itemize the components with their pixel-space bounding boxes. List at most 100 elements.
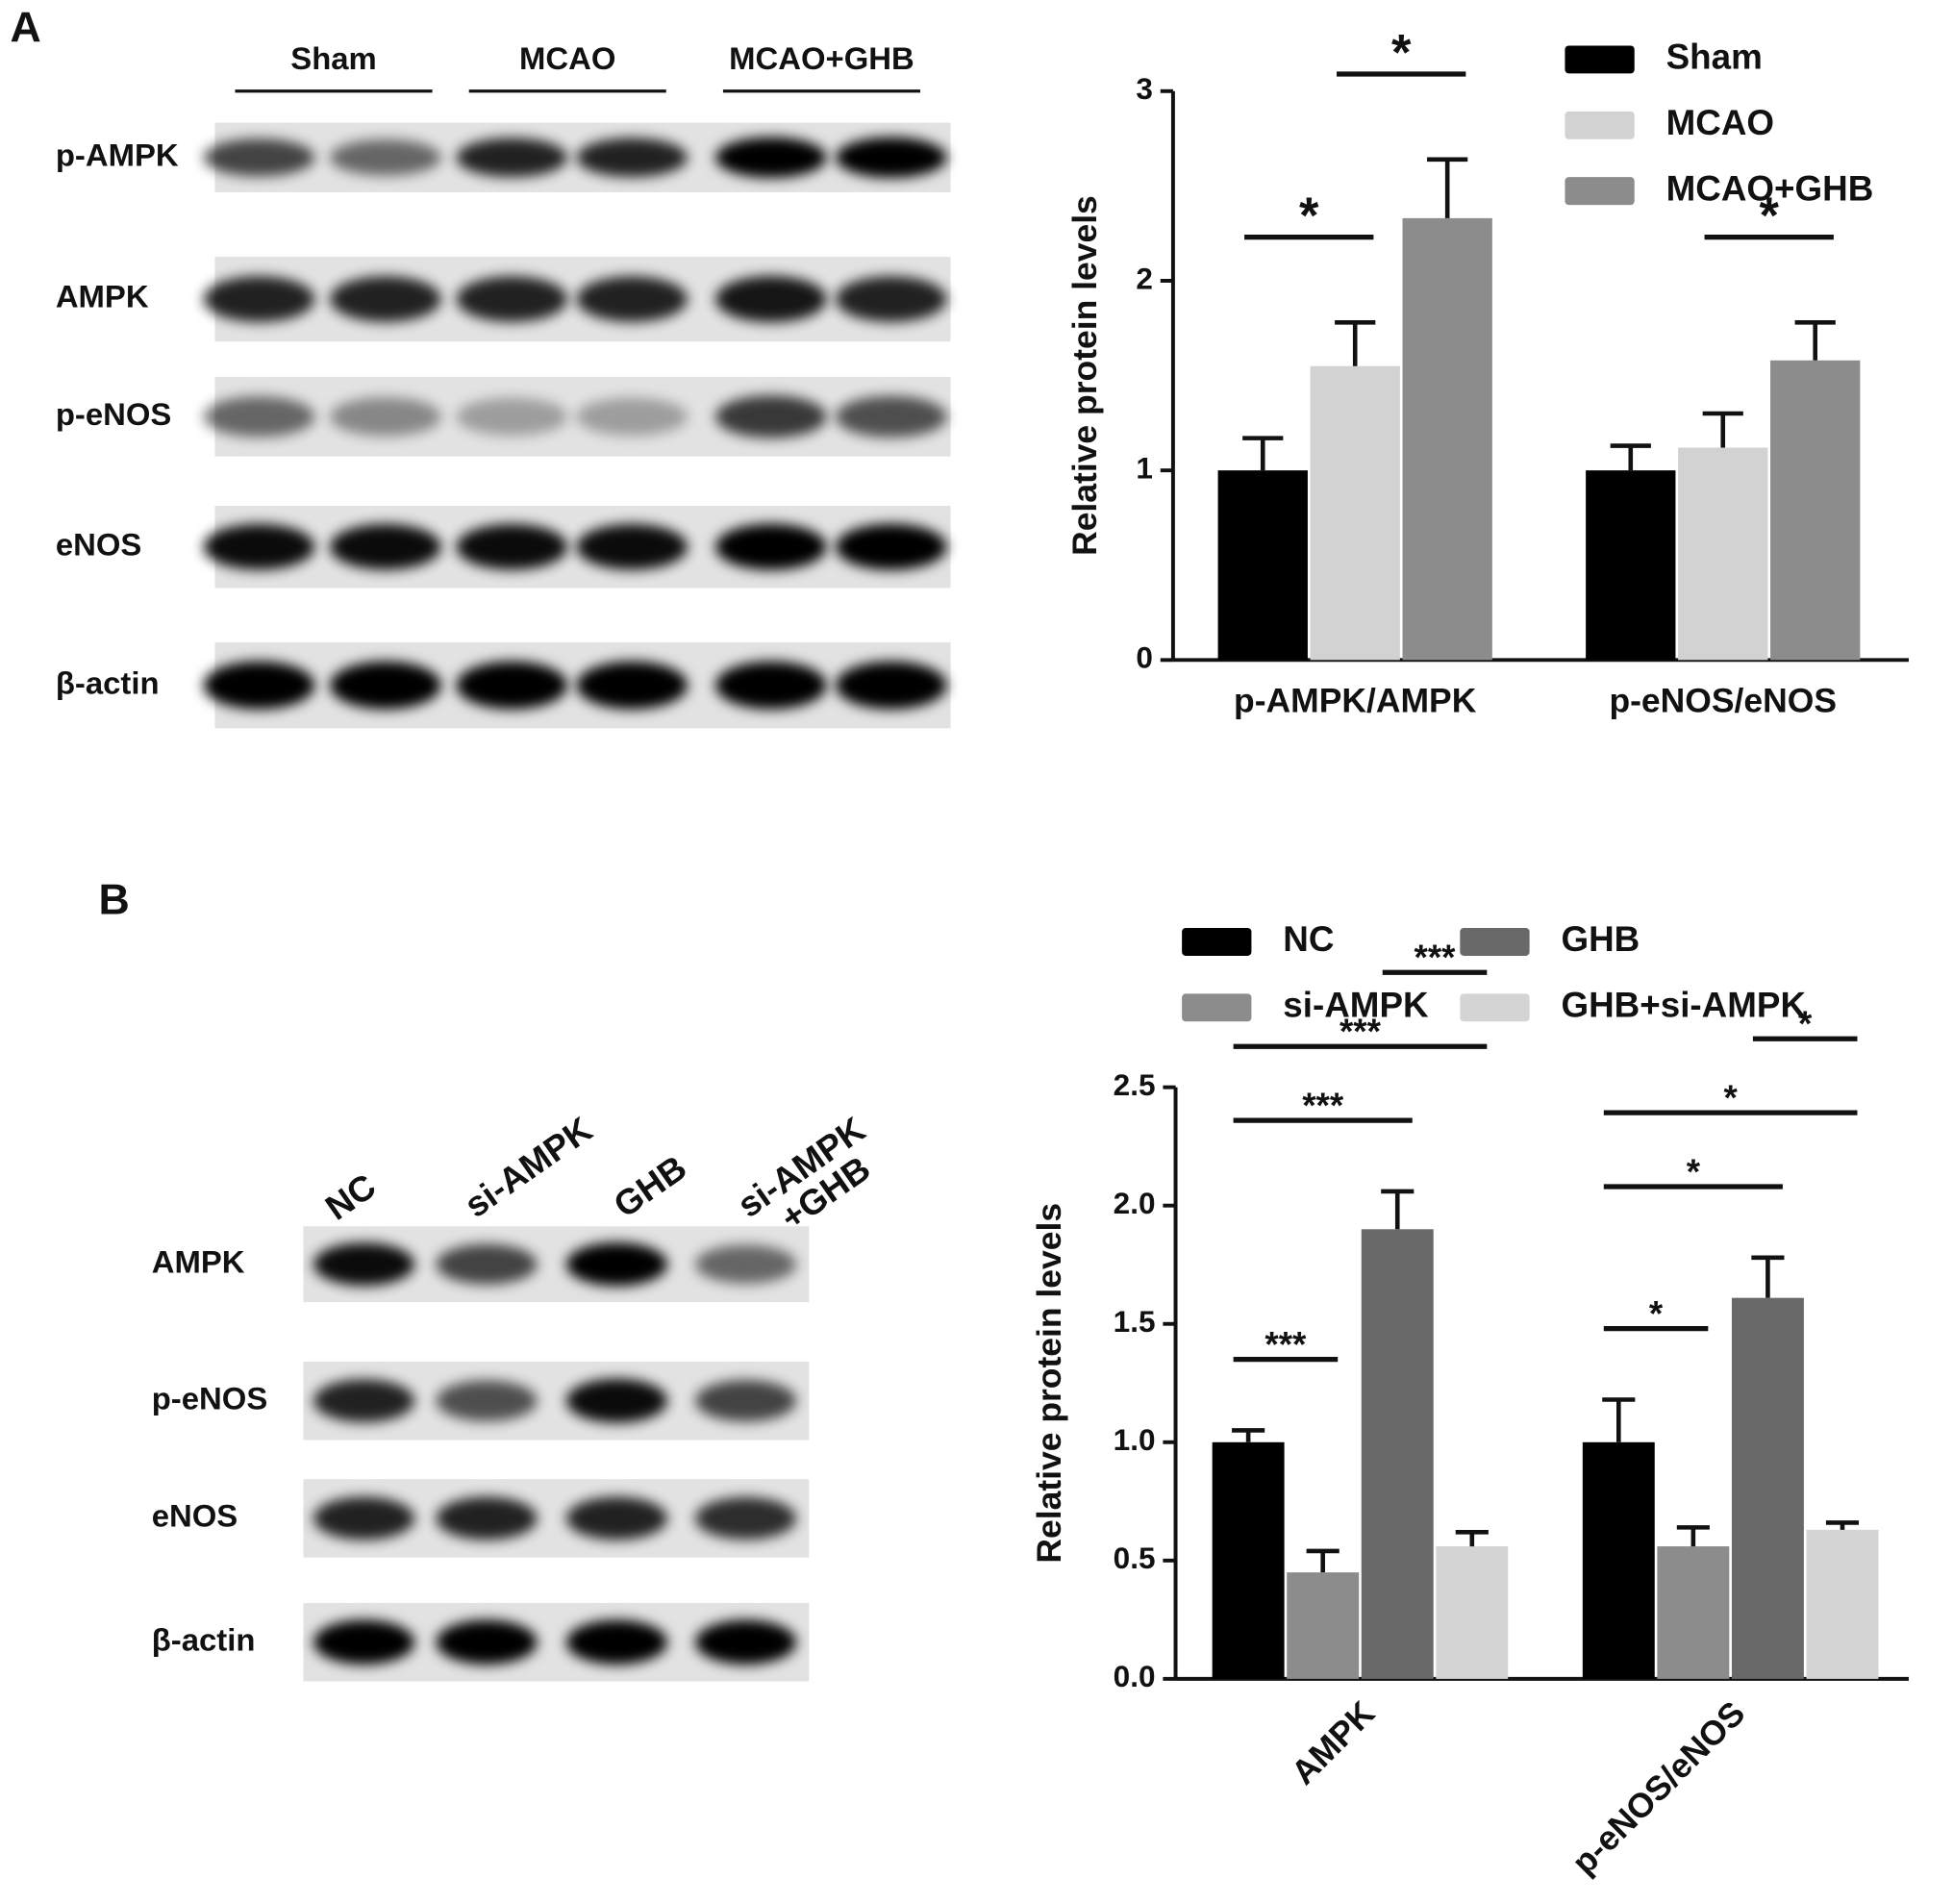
blot-band [330,661,441,710]
legend-swatch [1182,928,1252,956]
bar [1217,470,1308,661]
legend-label: GHB+si-AMPK [1561,986,1806,1025]
blot-row-label: AMPK [56,279,149,314]
blot-band [835,523,947,570]
significance-label: *** [1264,1324,1307,1364]
error-bar [1751,1255,1785,1298]
panel-label: B [99,877,130,924]
y-tick-label: 0 [1136,640,1153,675]
error-bar [1610,443,1651,471]
error-bar [1455,1530,1489,1547]
blot-band [715,275,827,323]
blot-row-label: β-actin [56,664,160,700]
legend-swatch [1565,45,1635,74]
bar [1586,470,1676,661]
blot-band [835,395,947,438]
bar [1310,365,1400,661]
blot-band [835,661,947,710]
blot-band [456,523,568,570]
blot-row-label: AMPK [152,1243,245,1279]
significance-label: * [1798,1004,1813,1043]
bar [1287,1572,1360,1679]
blot-band [576,661,689,710]
y-axis-label: Relative protein levels [1065,195,1104,556]
blot-band [835,137,947,178]
blot-band [715,523,827,570]
group-label: MCAO [519,40,615,76]
y-axis-label: Relative protein levels [1030,1203,1068,1564]
blot-band [436,1619,538,1665]
error-bar [1794,320,1836,361]
blot-band [835,276,947,322]
bar [1770,360,1861,661]
lane-label: si-AMPK [458,1109,600,1225]
group-label: Sham [290,40,376,76]
legend-swatch [1565,111,1635,139]
blot-band [456,276,568,322]
legend-label: si-AMPK [1283,986,1429,1025]
blot-band [715,395,827,438]
blot-band [436,1496,538,1541]
blot-band [203,276,315,322]
blot-band [576,523,689,570]
bar [1436,1546,1509,1679]
blot-band [715,137,827,178]
blot-band [456,397,568,437]
blot-row-label: β-actin [152,1621,256,1657]
blot-band [565,1496,668,1541]
error-bar [1702,411,1743,448]
legend-swatch [1565,177,1635,206]
blot-band [313,1379,415,1423]
error-bar [1427,157,1468,218]
legend-label: NC [1283,919,1334,959]
group-label: MCAO+GHB [729,40,914,76]
blot-band [565,1242,668,1287]
error-bar [1335,320,1376,366]
bar [1582,1441,1655,1679]
blot-band [203,138,315,177]
blot-band [436,1243,538,1285]
lane-label: NC [318,1166,383,1228]
significance-label: * [1649,1294,1664,1334]
blot-band [330,523,441,570]
y-tick-label: 2.5 [1114,1067,1156,1102]
y-tick-label: 2 [1136,261,1153,295]
blot-band [695,1380,797,1422]
y-tick-label: 2.0 [1114,1186,1156,1220]
blot-band [715,661,827,710]
blot-row-label: p-eNOS [152,1380,267,1415]
legend-swatch [1460,928,1530,956]
significance-label: *** [1415,938,1457,977]
significance-label: * [1759,188,1779,244]
error-bar [1676,1525,1710,1547]
blot-band [456,138,568,178]
bar [1806,1529,1879,1679]
blot-band [203,661,315,710]
legend-label: GHB [1561,919,1640,959]
blot-band [330,138,441,176]
error-bar [1602,1397,1636,1442]
blot-band [456,661,568,710]
blot-band [330,276,441,322]
significance-label: *** [1302,1086,1344,1125]
blot-row-label: eNOS [152,1498,238,1534]
y-tick-label: 3 [1136,71,1153,106]
error-bar [1825,1520,1860,1530]
blot-band [203,523,315,570]
blot-band [565,1619,668,1665]
bar [1212,1441,1285,1679]
blot-band [436,1380,538,1422]
bar [1731,1297,1804,1679]
legend-label: Sham [1666,38,1763,77]
panel-label: A [11,4,41,51]
blot-band [203,396,315,438]
bar [1678,447,1768,661]
x-tick-label: p-eNOS/eNOS [1609,681,1837,719]
bar [1657,1546,1730,1679]
blot-band [695,1496,797,1541]
lane-label: GHB [607,1148,694,1225]
y-tick-label: 0.5 [1114,1541,1156,1575]
significance-label: * [1687,1152,1701,1191]
